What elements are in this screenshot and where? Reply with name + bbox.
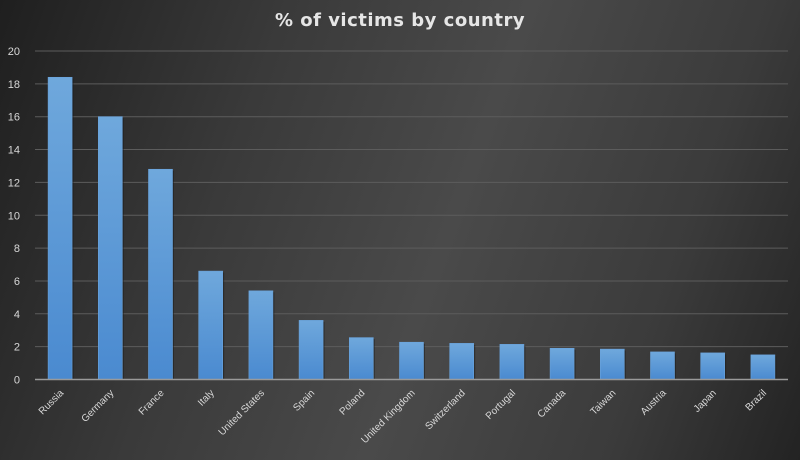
x-tick-label: Austria <box>639 388 669 418</box>
x-tick-label: Germany <box>80 388 117 425</box>
bar-united-states <box>248 290 274 380</box>
x-tick-label: Russia <box>37 388 67 418</box>
x-tick-label: Switzerland <box>423 388 467 432</box>
bar-spain <box>298 320 324 380</box>
x-tick-label: France <box>137 388 167 418</box>
bar-germany <box>98 116 123 380</box>
x-tick-label: Taiwan <box>589 388 619 418</box>
x-tick-label: Poland <box>338 388 368 418</box>
x-tick-label: Spain <box>291 388 317 414</box>
bar-italy <box>198 270 223 380</box>
bar-austria <box>650 351 675 380</box>
y-axis: 0 2 4 6 8 10 12 14 16 18 20 <box>8 46 20 387</box>
y-tick-label: 14 <box>8 145 20 157</box>
bar-russia <box>47 76 73 380</box>
bar-france <box>148 168 173 380</box>
bar-brazil <box>750 354 776 380</box>
bar-canada <box>549 347 575 380</box>
y-tick-label: 18 <box>8 79 20 91</box>
bar-switzerland <box>449 343 475 380</box>
y-tick-label: 4 <box>14 309 20 321</box>
x-tick-label: United States <box>217 388 267 438</box>
y-tick-label: 2 <box>14 342 20 354</box>
bar-united-kingdom <box>399 341 424 380</box>
bar-poland <box>348 337 374 380</box>
bar-taiwan <box>599 348 625 380</box>
x-tick-label: Canada <box>536 388 569 421</box>
bar-portugal <box>499 344 525 380</box>
x-axis: Russia Germany France Italy United States Spa… <box>37 388 769 446</box>
x-tick-label: Brazil <box>744 388 769 413</box>
bar-japan <box>700 352 726 380</box>
gridlines <box>35 50 788 348</box>
y-tick-label: 10 <box>8 210 20 222</box>
x-tick-label: Italy <box>196 388 217 409</box>
y-tick-label: 8 <box>14 243 20 255</box>
x-tick-label: Japan <box>692 388 719 415</box>
x-tick-label: United Kingdom <box>360 388 418 446</box>
bars <box>47 76 777 380</box>
y-tick-label: 12 <box>8 177 20 189</box>
x-tick-label: Portugal <box>484 388 518 422</box>
y-tick-label: 0 <box>14 375 20 387</box>
y-tick-label: 16 <box>8 112 20 124</box>
chart-title: % of victims by country <box>275 10 525 31</box>
y-tick-label: 20 <box>8 46 20 58</box>
y-tick-label: 6 <box>14 276 20 288</box>
